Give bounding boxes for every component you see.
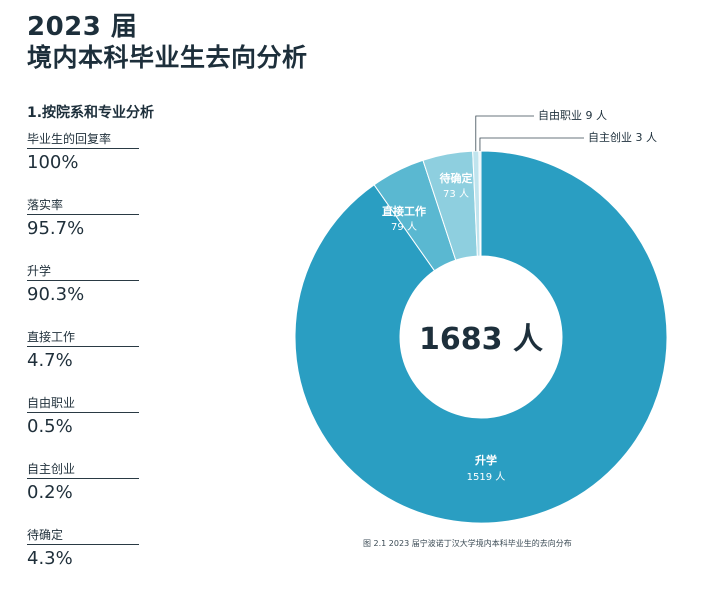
slice-label-employment: 直接工作 <box>382 204 426 218</box>
stat-undetermined: 待确定 4.3% <box>27 527 139 593</box>
callout-freelance: 自由职业 9 人 <box>538 108 607 122</box>
page-year-title: 2023 届 <box>27 12 138 42</box>
slice-label-undetermined: 待确定 <box>439 171 473 185</box>
slice-label-further-study: 升学 <box>475 453 497 467</box>
stat-value: 100% <box>27 152 79 173</box>
stat-label: 落实率 <box>27 197 139 215</box>
stat-response-rate: 毕业生的回复率 100% <box>27 131 139 197</box>
stat-label: 直接工作 <box>27 329 139 347</box>
slice-value-undetermined: 73 人 <box>443 188 469 200</box>
stat-label: 自主创业 <box>27 461 139 479</box>
page-title: 境内本科毕业生去向分析 <box>27 43 308 72</box>
section-title: 1.按院系和专业分析 <box>27 105 155 121</box>
stat-value: 0.5% <box>27 416 73 437</box>
stat-value: 4.7% <box>27 350 73 371</box>
callout-line-freelance <box>475 115 534 152</box>
donut-slice-entrepreneurship <box>478 150 482 257</box>
stat-value: 90.3% <box>27 284 85 305</box>
stat-label: 待确定 <box>27 527 139 545</box>
stats-list: 毕业生的回复率 100% 落实率 95.7% 升学 90.3% 直接工作 4.7… <box>27 131 139 593</box>
stat-value: 95.7% <box>27 218 85 239</box>
callout-line-entrepreneurship <box>479 137 584 152</box>
slice-value-employment: 79 人 <box>391 221 417 233</box>
stat-placement-rate: 落实率 95.7% <box>27 197 139 263</box>
callout-entrepreneurship: 自主创业 3 人 <box>588 131 657 144</box>
stat-further-study: 升学 90.3% <box>27 263 139 329</box>
stat-label: 自由职业 <box>27 395 139 413</box>
donut-center-total: 1683 人 <box>419 322 543 357</box>
slice-value-further-study: 1519 人 <box>467 471 506 483</box>
stat-value: 4.3% <box>27 548 73 569</box>
stat-label: 毕业生的回复率 <box>27 131 139 149</box>
donut-slice-further-study <box>294 150 668 524</box>
stat-entrepreneurship: 自主创业 0.2% <box>27 461 139 527</box>
donut-slices <box>294 150 668 524</box>
figure-caption: 图 2.1 2023 届宁波诺丁汉大学境内本科毕业生的去向分布 <box>363 539 572 548</box>
stat-freelance: 自由职业 0.5% <box>27 395 139 461</box>
stat-value: 0.2% <box>27 482 73 503</box>
callout-lines <box>475 115 584 152</box>
stat-label: 升学 <box>27 263 139 281</box>
stat-employment: 直接工作 4.7% <box>27 329 139 395</box>
donut-chart: 1683 人 升学 1519 人 直接工作 79 人 待确定 73 人 自由职业… <box>294 108 668 524</box>
